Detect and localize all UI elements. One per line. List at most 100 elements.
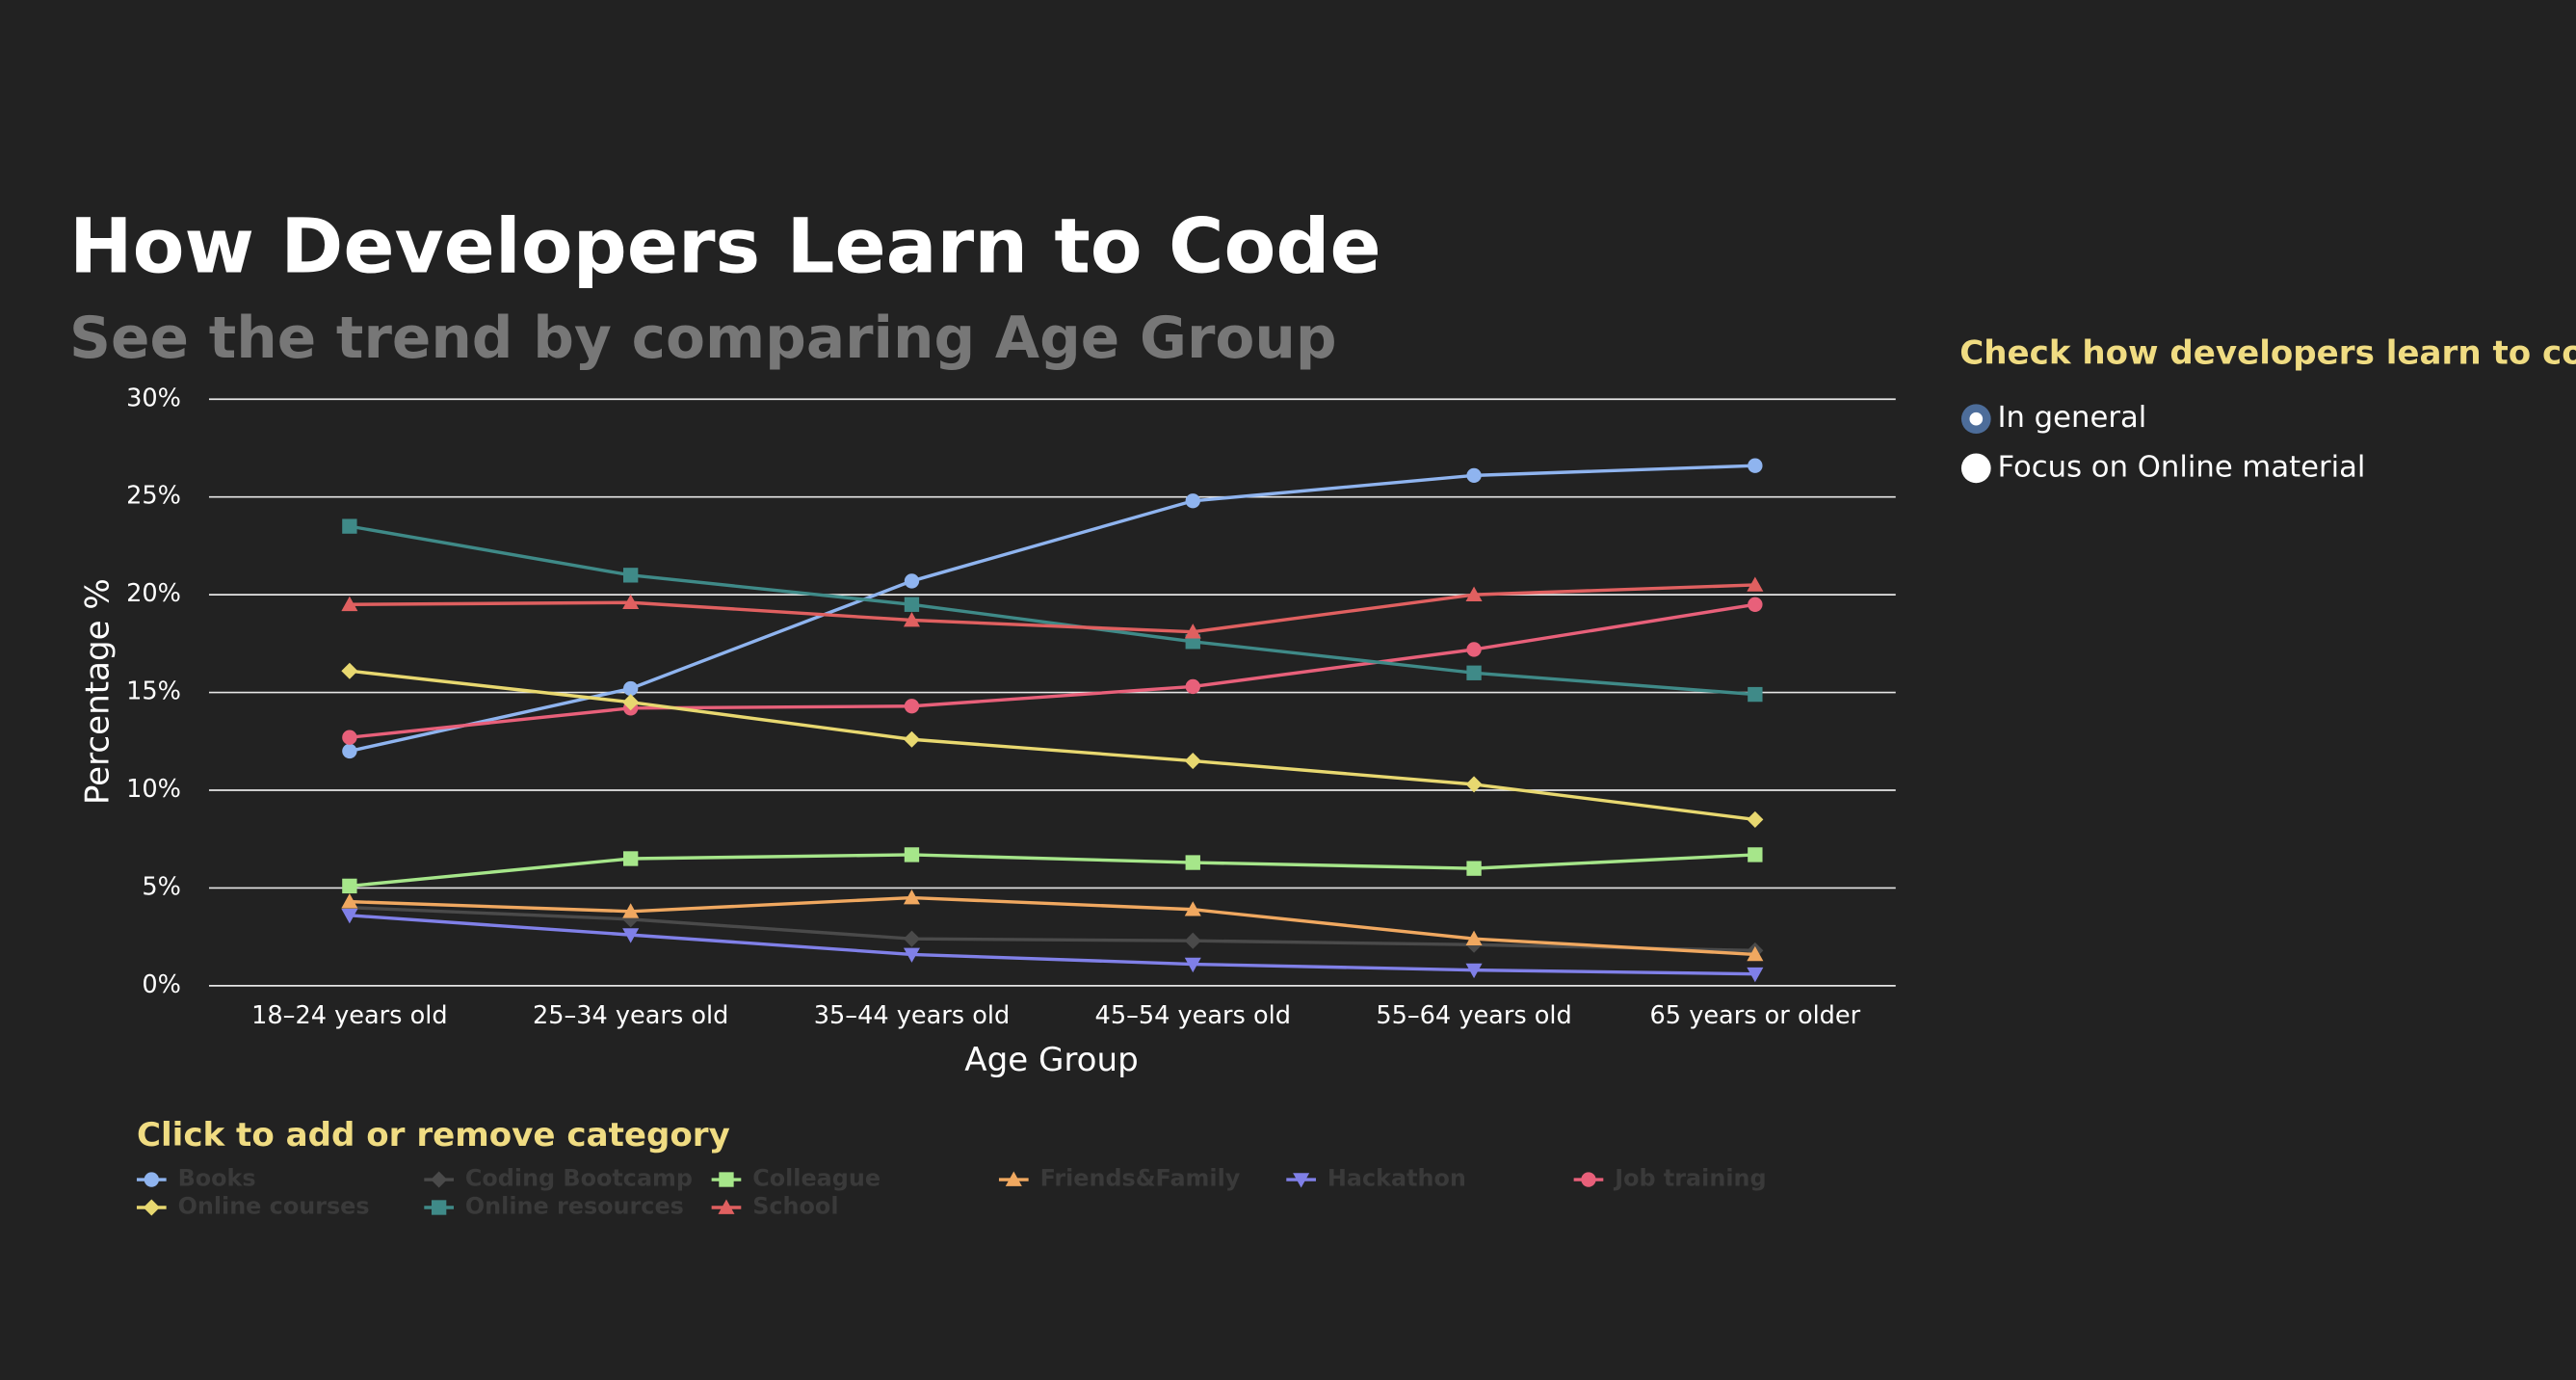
marker <box>903 611 920 627</box>
marker <box>1293 1173 1310 1188</box>
legend-label: Friends&Family <box>1040 1165 1241 1192</box>
x-tick-label: 55–64 years old <box>1376 1001 1571 1030</box>
legend-label: Books <box>178 1165 256 1192</box>
marker <box>1466 861 1482 876</box>
marker <box>1185 493 1200 509</box>
marker <box>1748 847 1763 862</box>
x-tick-label: 25–34 years old <box>533 1001 728 1030</box>
legend-label: School <box>752 1193 838 1220</box>
marker <box>1184 624 1201 639</box>
marker <box>718 1199 735 1214</box>
marker <box>1465 776 1483 793</box>
marker <box>1184 901 1201 916</box>
marker <box>903 947 920 963</box>
series-line <box>349 524 1755 697</box>
legend-item[interactable]: School <box>711 1193 839 1220</box>
marker <box>622 694 640 711</box>
legend-item[interactable]: Friends&Family <box>998 1165 1241 1192</box>
series-line <box>349 853 1755 889</box>
x-tick-label: 18–24 years old <box>251 1001 447 1030</box>
marker <box>1465 930 1483 945</box>
marker <box>1466 665 1482 680</box>
series-line <box>349 669 1756 822</box>
marker <box>622 928 640 943</box>
marker <box>1466 467 1482 484</box>
marker <box>719 1172 734 1187</box>
marker <box>1185 678 1200 695</box>
legend-label: Hackathon <box>1327 1165 1466 1192</box>
radio-dot <box>1969 411 1984 426</box>
radio-label: In general <box>1997 401 2146 435</box>
legend-item[interactable]: Online resources <box>424 1193 684 1220</box>
radio-label: Focus on Online material <box>1997 450 2365 484</box>
y-tick-label: 15% <box>126 677 181 706</box>
marker <box>1465 586 1483 601</box>
legend-item[interactable]: Coding Bootcamp <box>424 1165 693 1192</box>
y-tick-label: 30% <box>126 384 181 412</box>
x-axis-label: Age Group <box>964 1041 1139 1079</box>
legend-item[interactable]: Job training <box>1573 1165 1767 1192</box>
marker <box>903 889 920 905</box>
x-tick-label: 65 years or older <box>1650 1001 1861 1030</box>
marker <box>1747 967 1764 983</box>
y-tick-label: 20% <box>126 579 181 608</box>
marker <box>431 1200 447 1215</box>
marker <box>904 597 920 612</box>
y-tick-label: 5% <box>142 872 181 901</box>
marker <box>1185 855 1200 870</box>
legend-item[interactable]: Hackathon <box>1286 1165 1466 1192</box>
marker <box>622 594 640 610</box>
controls-title: Check how developers learn to code <box>1959 334 2576 373</box>
x-tick-label: 35–44 years old <box>814 1001 1010 1030</box>
x-tick-label: 45–54 years old <box>1095 1001 1291 1030</box>
series-line <box>349 602 1756 739</box>
marker <box>1466 642 1482 657</box>
marker <box>622 680 639 697</box>
legend-title: Click to add or remove category <box>137 1116 730 1154</box>
y-tick-label: 25% <box>126 482 181 511</box>
marker <box>1747 576 1764 592</box>
marker <box>1581 1172 1596 1187</box>
series-line <box>349 464 1755 754</box>
marker <box>904 847 920 862</box>
legend-item[interactable]: Colleague <box>711 1165 881 1192</box>
legend-label: Online courses <box>178 1193 370 1220</box>
marker <box>1465 963 1483 979</box>
chart-title: How Developers Learn to Code <box>69 202 1381 290</box>
legend-label: Colleague <box>752 1165 881 1192</box>
marker <box>341 596 358 612</box>
marker <box>904 699 920 714</box>
marker <box>1748 597 1763 612</box>
series-line <box>349 914 1755 976</box>
legend-item[interactable]: Books <box>136 1165 256 1192</box>
marker <box>1747 945 1764 962</box>
series-line <box>349 906 1755 953</box>
marker <box>1748 458 1763 473</box>
y-axis-label: Percentage % <box>78 578 117 805</box>
marker <box>622 568 639 583</box>
marker <box>904 573 920 589</box>
radio-button <box>1960 453 1991 484</box>
marker <box>144 1172 159 1187</box>
marker <box>342 878 357 894</box>
legend-label: Coding Bootcamp <box>465 1165 693 1192</box>
radio-option[interactable]: Focus on Online material <box>1960 450 2366 484</box>
marker <box>341 909 358 924</box>
marker <box>342 730 357 745</box>
legend-label: Job training <box>1613 1165 1766 1192</box>
marker <box>1184 957 1201 973</box>
marker <box>1747 810 1764 828</box>
y-tick-label: 10% <box>126 775 181 804</box>
chart-subtitle: See the trend by comparing Age Group <box>69 305 1337 372</box>
marker <box>342 518 357 534</box>
marker <box>622 903 640 918</box>
legend-label: Online resources <box>465 1193 684 1220</box>
radio-option[interactable]: In general <box>1960 401 2146 435</box>
marker <box>903 730 920 748</box>
y-tick-label: 0% <box>142 970 181 999</box>
marker <box>1005 1171 1022 1186</box>
marker <box>622 851 639 866</box>
